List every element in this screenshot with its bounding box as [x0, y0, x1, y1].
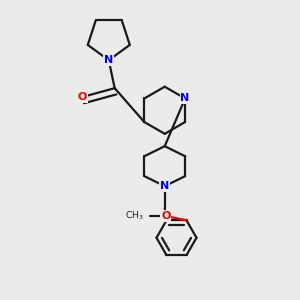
Text: N: N [160, 181, 169, 191]
Text: CH$_3$: CH$_3$ [125, 210, 144, 222]
Text: N: N [181, 94, 190, 103]
Text: N: N [104, 55, 113, 65]
Text: O: O [78, 92, 87, 102]
Text: O: O [161, 211, 171, 221]
